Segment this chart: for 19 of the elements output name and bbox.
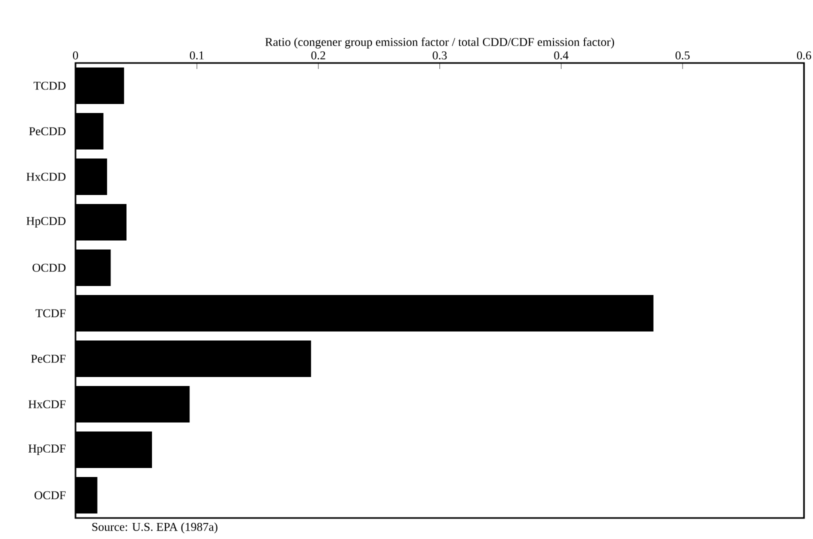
y-tick-label: HxCDD [26,172,66,181]
y-tick-label: TCDF [36,309,66,318]
y-tick-label: PeCDF [31,354,66,363]
x-tick-label: 0.2 [311,51,326,60]
y-tick-label: OCDD [32,264,66,272]
x-tick-label: 0.1 [190,51,204,60]
y-tick-label: TCDD [34,82,66,90]
y-tick-label: OCDF [34,491,66,500]
source-note: Source: U.S. EPA (1987a) [92,522,218,534]
y-tick-label: HxCDF [28,400,66,408]
x-tick-label: 0.4 [554,51,568,60]
x-tick-label: 0.6 [796,51,812,60]
x-tick-label: 0.5 [676,51,690,60]
x-axis-title: Ratio (congener group emission factor / total CDD/CDF emission factor) [265,38,614,49]
y-tick-label: HpCDF [28,444,66,455]
y-tick-label: HpCDD [26,217,66,228]
x-tick-label: 0.3 [432,51,447,60]
x-tick-label: 0 [72,51,78,60]
y-tick-label: PeCDD [29,127,66,136]
